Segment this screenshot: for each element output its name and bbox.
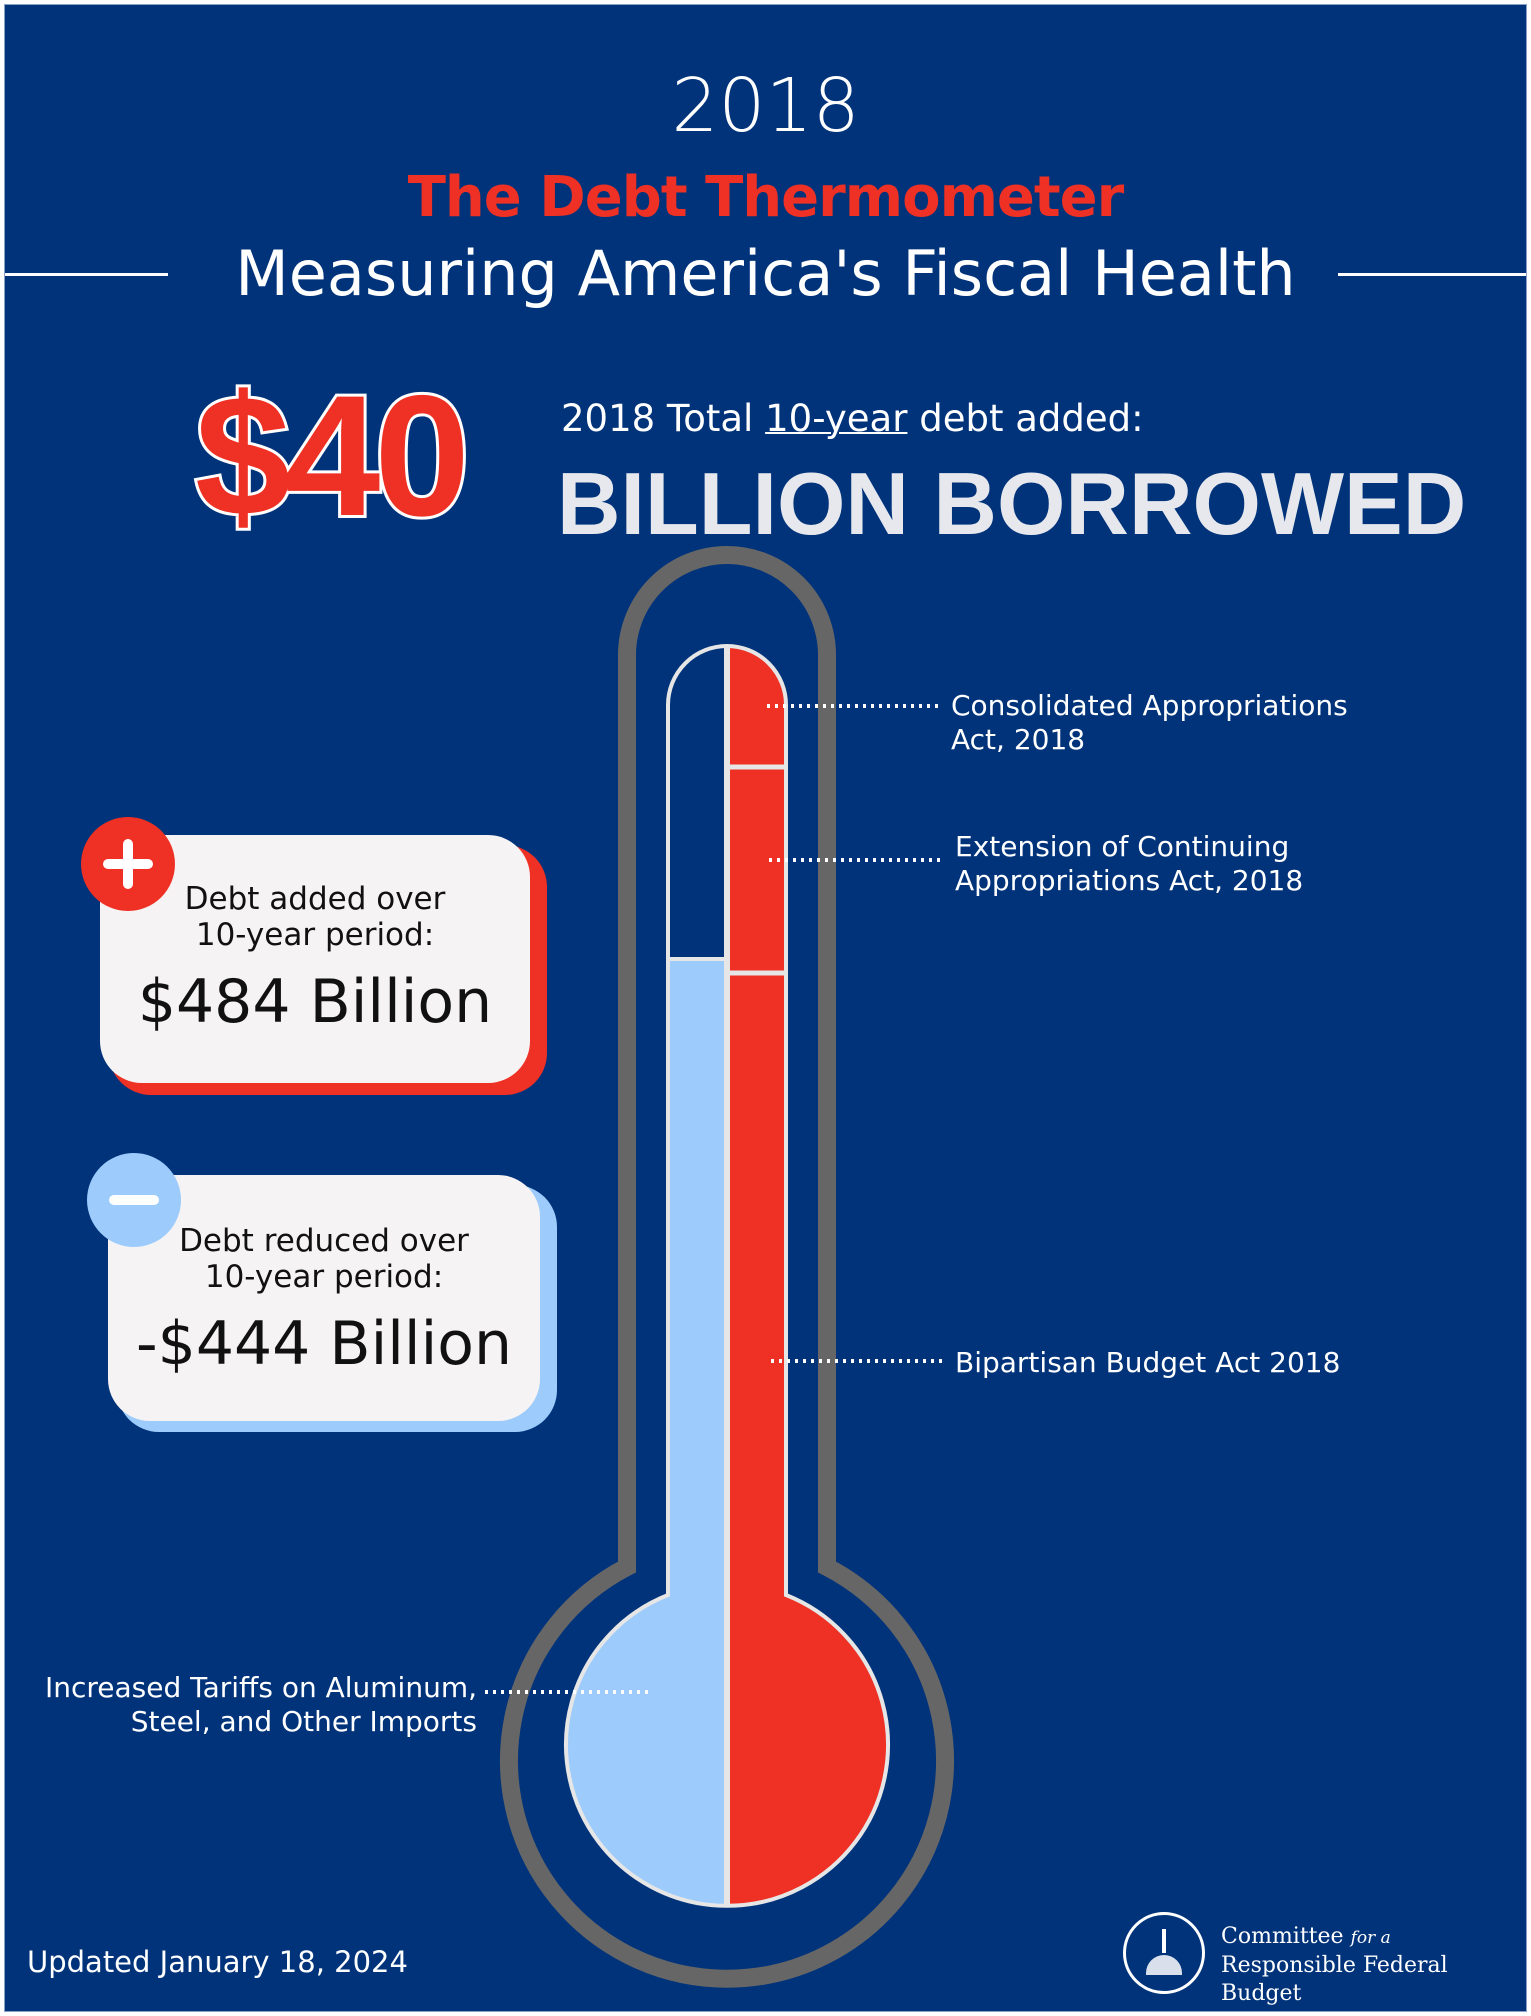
thermometer xyxy=(485,546,954,1988)
card-label: 10-year period: xyxy=(204,1259,444,1295)
card-label: 10-year period: xyxy=(195,917,435,953)
year-heading: 2018 xyxy=(671,63,860,149)
divider-right xyxy=(1338,273,1526,276)
debt-reduced-card: Debt reduced over 10-year period: -$444 … xyxy=(108,1175,540,1421)
capitol-dome-icon xyxy=(1123,1912,1205,1994)
page-title: The Debt Thermometer xyxy=(407,165,1125,230)
plus-icon xyxy=(81,817,175,911)
headline-unit: BILLION BORROWED xyxy=(557,454,1467,553)
page-subtitle: Measuring America's Fiscal Health xyxy=(235,237,1296,310)
label-bipartisan-budget-act: Bipartisan Budget Act 2018 xyxy=(955,1346,1341,1379)
headline-caption: 2018 Total 10-year debt added: xyxy=(561,397,1144,440)
card-label: Debt reduced over xyxy=(179,1223,469,1259)
headline-amount: $40 xyxy=(192,357,473,555)
updated-date: Updated January 18, 2024 xyxy=(27,1945,408,1979)
debt-added-value: $484 Billion xyxy=(137,967,493,1037)
label-consolidated-appropriations: Consolidated Appropriations Act, 2018 xyxy=(951,689,1348,756)
infographic: 2018 The Debt Thermometer Measuring Amer… xyxy=(4,4,1527,2012)
divider-left xyxy=(5,273,168,276)
debt-reduced-value: -$444 Billion xyxy=(136,1309,512,1379)
card-label: Debt added over xyxy=(184,881,446,917)
label-tariffs: Increased Tariffs on Aluminum, Steel, and… xyxy=(44,1671,477,1738)
logo-committee: Committee for a Responsible Federal Budg… xyxy=(1221,1924,1448,2006)
label-continuing-appropriations: Extension of Continuing Appropriations Ac… xyxy=(955,830,1304,897)
minus-icon xyxy=(87,1153,181,1247)
